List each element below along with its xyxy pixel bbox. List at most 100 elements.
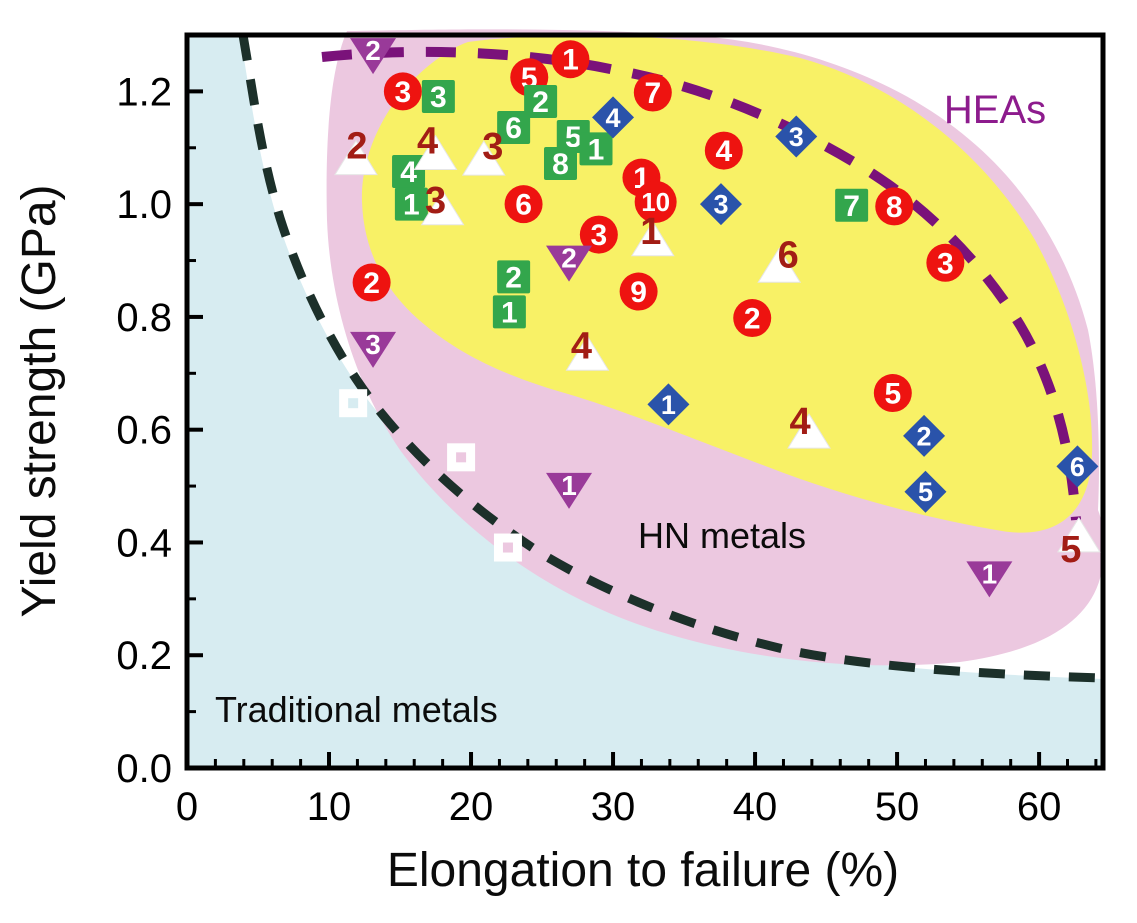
marker-red-circle: 3 xyxy=(579,215,618,254)
square-marker xyxy=(835,188,869,222)
y-tick-label: 0.8 xyxy=(116,296,172,340)
marker-number: 3 xyxy=(395,76,412,109)
marker-green-square: 1 xyxy=(492,295,526,329)
y-tick-label: 0.2 xyxy=(116,634,172,678)
marker-white-triangle-up: 5 xyxy=(1056,516,1101,571)
marker-number: 2 xyxy=(532,86,549,119)
marker-number: 2 xyxy=(917,421,932,451)
triangle-down-marker xyxy=(966,561,1013,598)
triangle-down-marker xyxy=(350,38,397,75)
marker-number: 2 xyxy=(365,35,381,66)
marker-number: 4 xyxy=(789,401,810,443)
marker-number: 3 xyxy=(591,219,608,252)
marker-number: 3 xyxy=(425,180,446,222)
marker-red-circle: 6 xyxy=(504,185,543,224)
x-tick-label: 60 xyxy=(1017,785,1062,829)
marker-number: 3 xyxy=(713,190,728,220)
diamond-marker xyxy=(647,383,690,426)
marker-number: 1 xyxy=(661,390,676,420)
marker-number: 2 xyxy=(505,261,522,294)
triangle-down-marker xyxy=(546,472,593,509)
marker-number: 3 xyxy=(789,122,804,152)
marker-green-square: 8 xyxy=(544,147,578,181)
marker-number: 6 xyxy=(505,112,522,145)
triangle-up-marker xyxy=(787,413,831,449)
square-marker xyxy=(392,154,426,188)
axes-layer: 0 10 20 30 40 50 60 0.0 0.2 0.4 0.6 0.8 1.0 1.2 xyxy=(116,32,1106,829)
marker-white-open-square xyxy=(339,389,368,418)
x-tick-label: 50 xyxy=(875,785,920,829)
marker-white-triangle-up: 4 xyxy=(413,121,458,171)
marker-red-circle: 8 xyxy=(875,187,914,226)
marker-red-circle: 10 xyxy=(634,180,677,223)
marker-number: 1 xyxy=(403,189,420,222)
marker-blue-diamond: 6 xyxy=(1056,445,1099,488)
triangle-up-marker xyxy=(630,220,675,257)
triangle-up-marker xyxy=(334,139,378,176)
marker-white-triangle-up: 3 xyxy=(461,126,506,176)
marker-number: 4 xyxy=(571,325,592,367)
triangle-up-marker xyxy=(1056,516,1101,553)
marker-number: 2 xyxy=(363,267,380,300)
marker-number: 4 xyxy=(417,121,438,163)
labels-layer: Traditional metals HN metals HEAs Elonga… xyxy=(13,88,1046,897)
circle-marker xyxy=(733,299,772,338)
marker-white-triangle-up: 6 xyxy=(757,234,802,283)
circle-marker xyxy=(504,185,543,224)
circle-marker xyxy=(352,263,391,302)
open-square-marker xyxy=(493,533,522,562)
triangle-down-marker xyxy=(546,245,593,282)
marker-number: 7 xyxy=(843,190,860,223)
marker-number: 5 xyxy=(884,378,901,411)
circle-marker xyxy=(926,243,965,282)
circle-marker xyxy=(704,131,743,170)
x-tick-label: 20 xyxy=(449,785,494,829)
marker-red-circle: 4 xyxy=(704,131,743,170)
circle-marker xyxy=(383,72,422,111)
x-axis-title: Elongation to failure (%) xyxy=(387,844,899,897)
region-traditional-metals xyxy=(187,35,1103,768)
square-marker xyxy=(492,295,526,329)
marker-green-square: 1 xyxy=(394,187,428,222)
marker-blue-diamond: 2 xyxy=(903,414,946,457)
marker-blue-diamond: 1 xyxy=(647,383,690,426)
marker-green-square: 4 xyxy=(392,154,426,189)
marker-number: 3 xyxy=(365,329,381,360)
diamond-marker xyxy=(1056,445,1099,488)
boundaries-layer xyxy=(238,34,1104,683)
triangle-up-marker xyxy=(420,189,465,226)
marker-number: 1 xyxy=(561,470,577,501)
marker-white-open-square xyxy=(447,443,476,472)
marker-white-triangle-up: 2 xyxy=(334,126,378,176)
regions-layer xyxy=(187,29,1104,768)
triangle-up-marker xyxy=(757,247,802,283)
marker-purple-triangle-down: 2 xyxy=(546,243,593,282)
circle-marker xyxy=(551,40,590,79)
square-marker xyxy=(579,132,613,166)
marker-number: 5 xyxy=(1060,529,1081,571)
heas-boundary xyxy=(321,46,1081,521)
marker-number: 1 xyxy=(982,558,998,589)
marker-number: 8 xyxy=(886,191,903,224)
y-tick-label: 0.4 xyxy=(116,521,172,565)
marker-white-triangle-up: 1 xyxy=(630,211,675,257)
circle-marker xyxy=(875,187,914,226)
region-label-hn-metals: HN metals xyxy=(638,515,806,556)
marker-red-circle: 2 xyxy=(352,263,391,302)
x-tick-label: 10 xyxy=(307,785,352,829)
marker-number: 8 xyxy=(552,148,569,181)
marker-red-circle: 9 xyxy=(619,272,658,311)
square-marker xyxy=(421,79,455,113)
plot-frame xyxy=(184,32,1106,771)
square-marker xyxy=(544,147,578,181)
triangle-up-marker xyxy=(565,335,610,371)
square-marker xyxy=(497,110,531,144)
marker-red-circle: 7 xyxy=(633,73,672,112)
square-marker xyxy=(524,85,558,119)
marker-green-square: 1 xyxy=(579,132,613,166)
diamond-marker xyxy=(904,470,947,513)
region-label-traditional-metals: Traditional metals xyxy=(215,689,498,730)
y-axis-title: Yield strength (GPa) xyxy=(13,184,66,617)
triangle-up-marker xyxy=(413,134,458,171)
